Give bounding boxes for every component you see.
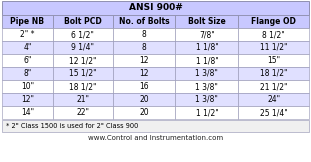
Bar (239, 67, 309, 80)
Text: 14": 14" (21, 108, 34, 117)
Bar (2, 106, 53, 119)
Bar (113, 67, 175, 80)
Text: 7/8": 7/8" (199, 30, 215, 39)
Bar (113, 93, 175, 106)
Text: 2" *: 2" * (20, 30, 35, 39)
Bar (2, 120, 309, 132)
Text: 1 1/8": 1 1/8" (196, 43, 218, 52)
Bar (2, 1, 309, 15)
Text: 20: 20 (139, 95, 149, 104)
Bar (53, 106, 113, 119)
Bar (239, 93, 309, 106)
Bar (239, 80, 309, 93)
Text: Flange OD: Flange OD (251, 17, 296, 26)
Bar (113, 106, 175, 119)
Bar (113, 28, 175, 41)
Text: 1 1/8": 1 1/8" (196, 56, 218, 65)
Text: 9 1/4": 9 1/4" (71, 43, 94, 52)
Text: 8": 8" (23, 69, 31, 78)
Bar (239, 41, 309, 54)
Text: 15": 15" (267, 56, 280, 65)
Text: 1 3/8": 1 3/8" (196, 95, 218, 104)
Text: 4": 4" (23, 43, 31, 52)
Bar (53, 67, 113, 80)
Text: 22": 22" (76, 108, 89, 117)
Text: 11 1/2": 11 1/2" (260, 43, 287, 52)
Bar (175, 15, 239, 28)
Bar (53, 41, 113, 54)
Text: 1 3/8": 1 3/8" (196, 82, 218, 91)
Bar (53, 15, 113, 28)
Bar (113, 80, 175, 93)
Text: 16: 16 (139, 82, 149, 91)
Bar (239, 54, 309, 67)
Text: No. of Bolts: No. of Bolts (119, 17, 169, 26)
Bar (175, 28, 239, 41)
Text: 6": 6" (23, 56, 31, 65)
Text: 12 1/2": 12 1/2" (69, 56, 96, 65)
Bar (2, 15, 53, 28)
Bar (175, 80, 239, 93)
Bar (175, 54, 239, 67)
Bar (239, 15, 309, 28)
Text: 21": 21" (76, 95, 89, 104)
Text: 10": 10" (21, 82, 34, 91)
Bar (2, 28, 53, 41)
Text: * 2" Class 1500 is used for 2" Class 900: * 2" Class 1500 is used for 2" Class 900 (6, 123, 138, 129)
Text: 12: 12 (139, 56, 149, 65)
Bar (113, 54, 175, 67)
Bar (2, 67, 53, 80)
Bar (53, 80, 113, 93)
Bar (2, 54, 53, 67)
Bar (2, 41, 53, 54)
Bar (53, 54, 113, 67)
Text: 20: 20 (139, 108, 149, 117)
Bar (175, 41, 239, 54)
Bar (175, 67, 239, 80)
Bar (175, 93, 239, 106)
Text: 12: 12 (139, 69, 149, 78)
Bar (53, 93, 113, 106)
Text: 1 1/2": 1 1/2" (196, 108, 218, 117)
Bar (53, 28, 113, 41)
Bar (239, 106, 309, 119)
Text: 18 1/2": 18 1/2" (69, 82, 96, 91)
Text: 24": 24" (267, 95, 280, 104)
Text: 8 1/2": 8 1/2" (262, 30, 285, 39)
Text: 21 1/2": 21 1/2" (260, 82, 287, 91)
Bar (113, 15, 175, 28)
Bar (2, 80, 53, 93)
Bar (113, 41, 175, 54)
Bar (2, 93, 53, 106)
Text: 1 3/8": 1 3/8" (196, 69, 218, 78)
Bar (239, 28, 309, 41)
Text: ANSI 900#: ANSI 900# (129, 4, 182, 12)
Text: 25 1/4": 25 1/4" (260, 108, 288, 117)
Text: Bolt PCD: Bolt PCD (64, 17, 101, 26)
Text: 12": 12" (21, 95, 34, 104)
Text: Bolt Size: Bolt Size (188, 17, 226, 26)
Text: 15 1/2": 15 1/2" (69, 69, 96, 78)
Text: 6 1/2": 6 1/2" (71, 30, 94, 39)
Bar (175, 106, 239, 119)
Text: www.Control and Instrumentation.com: www.Control and Instrumentation.com (88, 135, 223, 141)
Text: 18 1/2": 18 1/2" (260, 69, 287, 78)
Text: Pipe NB: Pipe NB (10, 17, 44, 26)
Text: 8: 8 (142, 30, 146, 39)
Text: 8: 8 (142, 43, 146, 52)
